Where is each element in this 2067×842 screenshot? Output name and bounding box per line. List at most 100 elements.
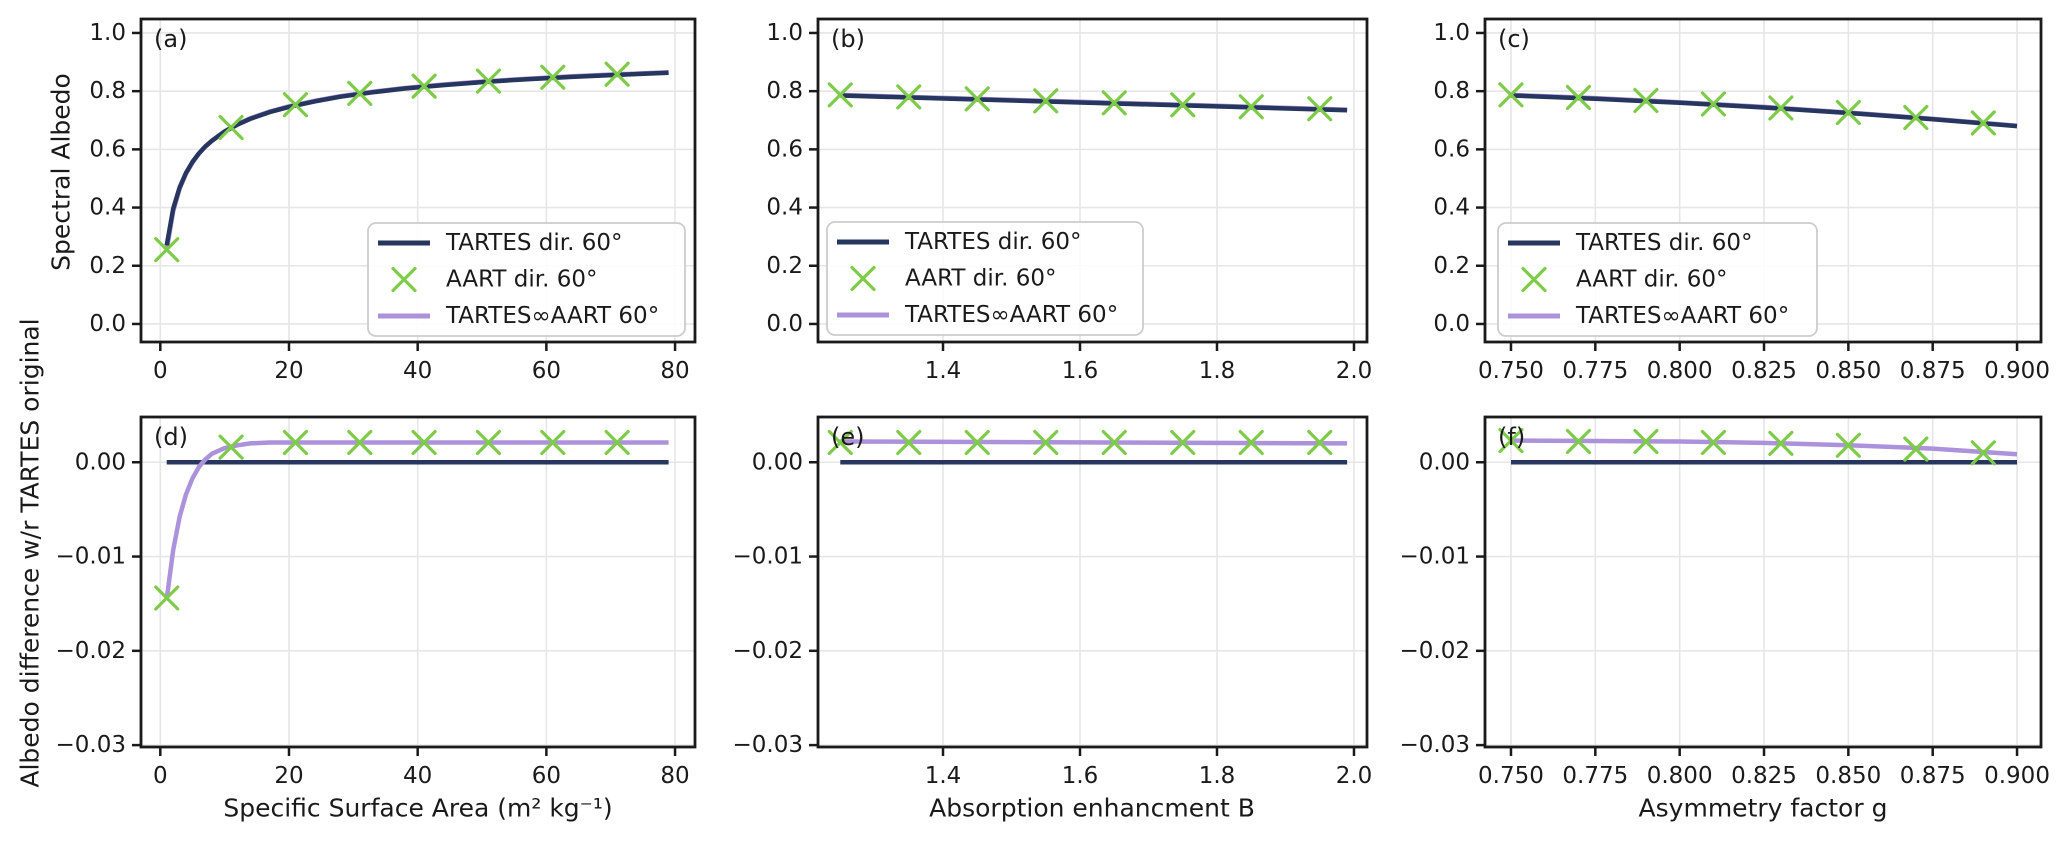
x-tick-label: 0.850 [1815, 358, 1881, 384]
x-tick-label: 1.8 [1199, 763, 1236, 789]
y-tick-label: 0.6 [89, 136, 126, 162]
y-tick-label: 0.6 [766, 136, 803, 162]
panel-letter-a: (a) [154, 25, 188, 53]
y-tick-label: 0.4 [1433, 195, 1470, 221]
panel-a: 0 20 40 60 80 0.0 0.2 0.4 0.6 0.8 1.0 TARTES dir. 6… [89, 17, 697, 384]
legend-entry-label: AART dir. 60° [905, 266, 1057, 292]
series-tartes-inf-line [164, 440, 669, 600]
series-aart-markers [1498, 82, 1996, 136]
x-tick-label: 80 [660, 763, 689, 789]
series-aart-markers [1498, 427, 1996, 466]
ticks: 0.750 0.775 0.800 0.825 0.850 0.875 0.900 0.0 0.… [1433, 20, 2050, 384]
legend-entry-label: TARTES∞AART 60° [904, 302, 1118, 328]
x-tick-label: 0 [153, 358, 168, 384]
x-tick-label: 0 [153, 763, 168, 789]
y-tick-label: 0.8 [89, 78, 126, 104]
y-tick-label: −0.01 [1400, 544, 1470, 570]
x-tick-label: 20 [274, 358, 303, 384]
y-tick-label: 0.4 [766, 195, 803, 221]
x-tick-label: 0.825 [1731, 763, 1797, 789]
y-tick-label: 0.0 [766, 311, 803, 337]
y-tick-label: −0.03 [56, 732, 126, 758]
x-tick-label: 0.800 [1647, 358, 1713, 384]
y-tick-label: 0.0 [1433, 311, 1470, 337]
legend-entry-label: TARTES dir. 60° [1575, 230, 1753, 256]
x-tick-label: 20 [274, 763, 303, 789]
panel-letter-f: (f) [1498, 423, 1526, 451]
legend-entry-label: TARTES dir. 60° [445, 230, 623, 256]
axes-frame [1483, 415, 2043, 749]
series-tartes-line [1510, 93, 2018, 129]
x-tick-label: 0.900 [1984, 358, 2050, 384]
y-tick-label: 0.2 [766, 253, 803, 279]
x-tick-label: 0.750 [1478, 763, 1544, 789]
x-tick-label: 80 [660, 358, 689, 384]
x-tick-label: 0.775 [1562, 358, 1628, 384]
gridlines [141, 417, 695, 747]
y-tick-label: 0.2 [1433, 253, 1470, 279]
y-tick-label: 0.8 [766, 78, 803, 104]
x-tick-label: 60 [532, 358, 561, 384]
ticks: 1.4 1.6 1.8 2.0 0.0 0.2 0.4 0.6 0.8 1.0 [766, 20, 1372, 384]
x-tick-label: 60 [532, 763, 561, 789]
legend-entry-label: TARTES dir. 60° [904, 229, 1082, 255]
y-tick-label: 0.6 [1433, 136, 1470, 162]
y-axis-label-albedo-difference: Albedo difference w/r TARTES original [15, 318, 45, 788]
gridlines [818, 417, 1367, 747]
series-aart-markers [827, 429, 1333, 456]
legend-entry-label: TARTES∞AART 60° [1575, 303, 1789, 329]
x-tick-label: 0.850 [1815, 763, 1881, 789]
series-aart-markers [827, 82, 1333, 122]
y-tick-label: −0.02 [1400, 638, 1470, 664]
x-axis-label-asymmetry: Asymmetry factor g [1638, 793, 1888, 823]
x-tick-label: 1.4 [925, 358, 962, 384]
panel-d: 0 20 40 60 80 0.00 −0.01 −0.02 −0.03 [56, 415, 697, 789]
y-tick-label: 0.8 [1433, 78, 1470, 104]
y-tick-label: 0.00 [75, 449, 126, 475]
y-tick-label: −0.01 [56, 544, 126, 570]
y-tick-label: −0.03 [1400, 732, 1470, 758]
panel-f: 0.750 0.775 0.800 0.825 0.850 0.875 0.900 0.00 −… [1400, 415, 2050, 789]
x-tick-label: 0.875 [1900, 358, 1966, 384]
panel-e: 1.4 1.6 1.8 2.0 0.00 −0.01 −0.02 −0.03 [733, 415, 1373, 789]
y-tick-label: −0.01 [733, 544, 803, 570]
x-tick-label: 0.825 [1731, 358, 1797, 384]
legend-entry-label: AART dir. 60° [1576, 267, 1728, 293]
panel-letter-d: (d) [154, 423, 188, 451]
y-tick-label: 0.2 [89, 253, 126, 279]
axes-frame [816, 415, 1369, 749]
x-tick-label: 0.875 [1900, 763, 1966, 789]
y-tick-label: 1.0 [766, 20, 803, 46]
x-tick-label: 1.6 [1062, 763, 1099, 789]
x-axis-label-absorption: Absorption enhancment B [929, 793, 1255, 823]
panel-c: 0.750 0.775 0.800 0.825 0.850 0.875 0.900 0.0 0.… [1433, 17, 2050, 384]
x-tick-label: 1.4 [925, 763, 962, 789]
series-tartes-inf-line [1510, 438, 2018, 457]
ticks: 0.750 0.775 0.800 0.825 0.850 0.875 0.900 0.00 −… [1400, 449, 2050, 789]
x-tick-label: 0.900 [1984, 763, 2050, 789]
gridlines [1485, 417, 2041, 747]
panel-letter-e: (e) [831, 423, 865, 451]
y-tick-label: −0.02 [56, 638, 126, 664]
legend: TARTES dir. 60° AART dir. 60° TARTES∞AART … [367, 222, 686, 337]
panel-b: 1.4 1.6 1.8 2.0 0.0 0.2 0.4 0.6 0.8 1.0 TARTES dir… [766, 17, 1372, 384]
ticks: 0 20 40 60 80 0.00 −0.01 −0.02 −0.03 [56, 449, 690, 789]
legend: TARTES dir. 60° AART dir. 60° TARTES∞AART … [826, 221, 1144, 336]
x-tick-label: 0.750 [1478, 358, 1544, 384]
y-tick-label: 0.00 [752, 449, 803, 475]
y-tick-label: −0.02 [733, 638, 803, 664]
y-tick-label: 0.4 [89, 195, 126, 221]
legend: TARTES dir. 60° AART dir. 60° TARTES∞AART … [1497, 222, 1818, 337]
x-tick-label: 1.6 [1062, 358, 1099, 384]
x-axis-label-ssa: Specific Surface Area (m² kg⁻¹) [223, 793, 613, 823]
x-tick-label: 2.0 [1336, 763, 1373, 789]
x-tick-label: 0.775 [1562, 763, 1628, 789]
axes-frame [816, 17, 1369, 344]
series-aart-markers [154, 61, 630, 263]
panel-letter-b: (b) [831, 25, 865, 53]
legend-entry-label: TARTES∞AART 60° [445, 303, 659, 329]
x-tick-label: 40 [403, 358, 432, 384]
x-tick-label: 0.800 [1647, 763, 1713, 789]
